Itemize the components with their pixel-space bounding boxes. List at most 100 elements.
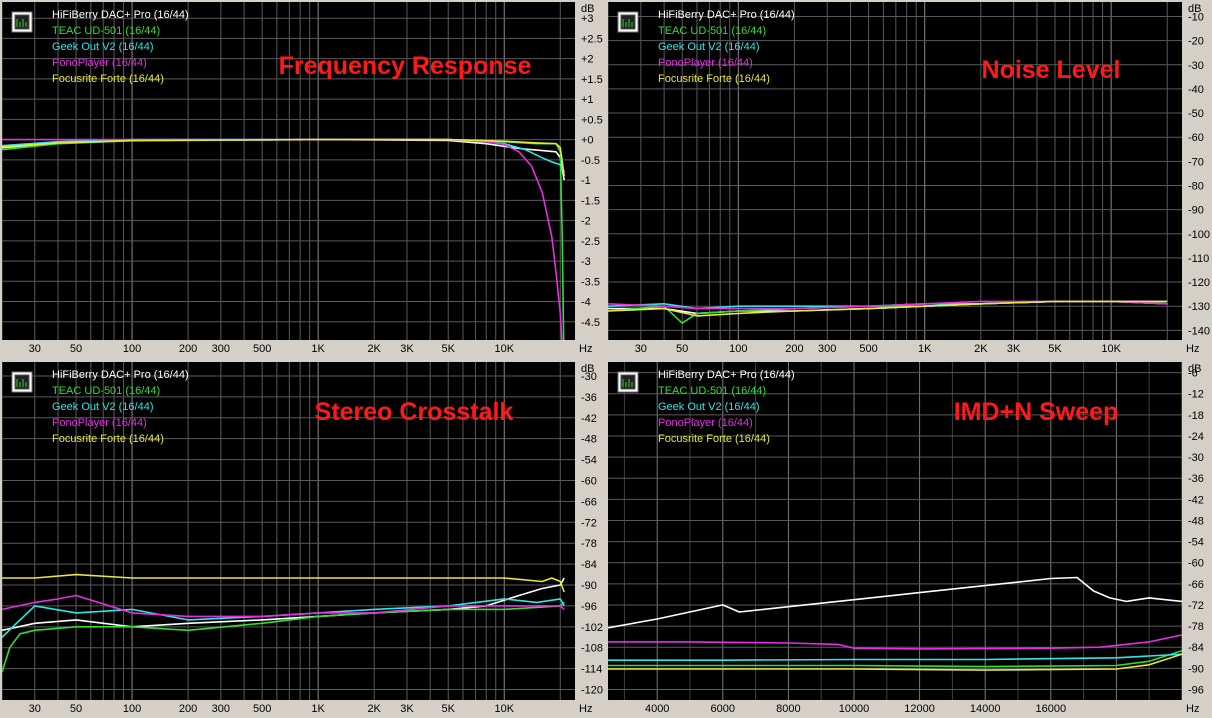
plot-area — [608, 362, 1182, 700]
y-tick-label: -84 — [581, 559, 597, 571]
chart-title: IMD+N Sweep — [954, 398, 1119, 426]
y-tick-label: -70 — [1188, 156, 1204, 168]
x-tick-label: 14000 — [970, 703, 1001, 715]
y-tick-label: -36 — [1188, 473, 1204, 485]
y-tick-label: -10 — [1188, 11, 1204, 23]
x-tick-label: 12000 — [904, 703, 935, 715]
y-tick-label: +1 — [581, 94, 594, 106]
x-tick-label: 3K — [400, 703, 414, 715]
y-tick-label: +2 — [581, 54, 594, 66]
series-line-focusrite-forte-16-44 — [2, 573, 565, 593]
y-tick-label: -72 — [1188, 600, 1204, 612]
legend-item-geek-out-v2-16-44: Geek Out V2 (16/44) — [52, 41, 154, 53]
legend-item-ponoplayer-16-44: PonoPlayer (16/44) — [52, 57, 147, 69]
y-tick-label: -50 — [1188, 108, 1204, 120]
legend-item-geek-out-v2-16-44: Geek Out V2 (16/44) — [658, 401, 760, 413]
x-tick-label: 5K — [441, 343, 455, 355]
series-group — [608, 576, 1182, 671]
y-tick-label: -140 — [1188, 325, 1210, 337]
y-tick-label: -78 — [1188, 621, 1204, 633]
x-tick-label: 300 — [818, 343, 836, 355]
chart-svg: -6 -12 -18 -24 -30 -36 -42 -48 -54 -60 -66 -72 -78 -8… — [608, 362, 1204, 715]
y-tick-label: -78 — [581, 538, 597, 550]
y-tick-label: +3 — [581, 13, 594, 25]
spectrum-analyzer-icon — [617, 11, 639, 33]
spectrum-analyzer-icon — [11, 371, 33, 393]
legend-item-teac-ud-501-16-44: TEAC UD-501 (16/44) — [658, 385, 766, 397]
chart-title: Noise Level — [982, 56, 1121, 84]
y-unit-label: dB — [581, 3, 594, 15]
y-tick-label: -54 — [1188, 537, 1204, 549]
y-tick-label: -18 — [1188, 410, 1204, 422]
y-tick-label: -3.5 — [581, 276, 600, 288]
y-tick-label: -4.5 — [581, 317, 600, 329]
x-tick-label: 500 — [859, 343, 877, 355]
y-tick-label: -24 — [1188, 431, 1204, 443]
y-tick-label: -90 — [1188, 205, 1204, 217]
legend-item-teac-ud-501-16-44: TEAC UD-501 (16/44) — [658, 25, 766, 37]
y-tick-label: -90 — [1188, 663, 1204, 675]
y-unit-label: dB — [1188, 3, 1201, 15]
legend-item-focusrite-forte-16-44: Focusrite Forte (16/44) — [658, 433, 770, 445]
legend-item-hifiberry-dac-pro-16-44: HiFiBerry DAC+ Pro (16/44) — [658, 369, 795, 381]
y-tick-label: -4 — [581, 297, 591, 309]
chart-panel-stereo-crosstalk: -30 -36 -42 -48 -54 -60 -66 -72 -78 -84 -90 -96 -102… — [0, 360, 604, 718]
y-unit-label: dB — [581, 363, 594, 375]
series-line-geek-out-v2-16-44 — [608, 653, 1182, 662]
y-tick-label: +1.5 — [581, 74, 603, 86]
x-tick-label: 50 — [70, 343, 82, 355]
legend-item-ponoplayer-16-44: PonoPlayer (16/44) — [658, 417, 753, 429]
legend-item-focusrite-forte-16-44: Focusrite Forte (16/44) — [52, 73, 164, 85]
x-tick-label: 10000 — [839, 703, 870, 715]
y-tick-label: -2.5 — [581, 236, 600, 248]
chart-title: Frequency Response — [279, 52, 532, 80]
y-tick-label: -12 — [1188, 389, 1204, 401]
y-tick-label: -96 — [1188, 684, 1204, 696]
chart-panel-noise-level: -10 -20 -30 -40 -50 -60 -70 -80 -90 -100 -110 -120 -… — [606, 0, 1212, 356]
grid — [2, 362, 575, 700]
x-tick-label: 50 — [676, 343, 688, 355]
y-tick-label: +0.5 — [581, 114, 603, 126]
x-tick-label: 10K — [494, 703, 514, 715]
y-tick-label: -30 — [1188, 60, 1204, 72]
x-tick-label: 16000 — [1036, 703, 1067, 715]
x-tick-label: 1K — [311, 343, 325, 355]
series-group — [2, 138, 565, 340]
plot-area — [608, 2, 1182, 340]
x-tick-label: 3K — [400, 343, 414, 355]
y-tick-label: -60 — [1188, 132, 1204, 144]
x-tick-label: 10K — [494, 343, 514, 355]
legend-item-focusrite-forte-16-44: Focusrite Forte (16/44) — [52, 433, 164, 445]
x-unit-label: Hz — [579, 343, 592, 355]
x-tick-label: 3K — [1007, 343, 1021, 355]
x-tick-label: 100 — [123, 703, 141, 715]
legend-item-focusrite-forte-16-44: Focusrite Forte (16/44) — [658, 73, 770, 85]
y-tick-label: -1 — [581, 175, 591, 187]
y-tick-label: -60 — [581, 475, 597, 487]
grid — [2, 2, 575, 340]
y-tick-label: -40 — [1188, 84, 1204, 96]
y-tick-label: -20 — [1188, 36, 1204, 48]
legend-item-geek-out-v2-16-44: Geek Out V2 (16/44) — [658, 41, 760, 53]
y-tick-label: -108 — [581, 643, 603, 655]
y-tick-label: -1.5 — [581, 195, 600, 207]
x-tick-label: 30 — [635, 343, 647, 355]
y-tick-label: -84 — [1188, 642, 1204, 654]
series-group — [2, 573, 565, 673]
y-tick-label: -42 — [1188, 494, 1204, 506]
y-tick-label: -6 — [1188, 368, 1198, 380]
y-tick-label: -130 — [1188, 301, 1210, 313]
spectrum-analyzer-icon — [617, 371, 639, 393]
y-tick-label: -100 — [1188, 229, 1210, 241]
series-line-teac-ud-501-16-44 — [2, 601, 565, 673]
chart-svg: -30 -36 -42 -48 -54 -60 -66 -72 -78 -84 -90 -96 -102… — [2, 362, 603, 715]
y-tick-label: -36 — [581, 392, 597, 404]
x-tick-label: 2K — [974, 343, 988, 355]
x-tick-label: 30 — [29, 343, 41, 355]
y-tick-label: -48 — [1188, 515, 1204, 527]
y-tick-label: -102 — [581, 622, 603, 634]
x-tick-label: 4000 — [645, 703, 669, 715]
series-line-teac-ud-501-16-44 — [608, 649, 1182, 668]
y-tick-label: -48 — [581, 434, 597, 446]
y-tick-label: -2 — [581, 216, 591, 228]
